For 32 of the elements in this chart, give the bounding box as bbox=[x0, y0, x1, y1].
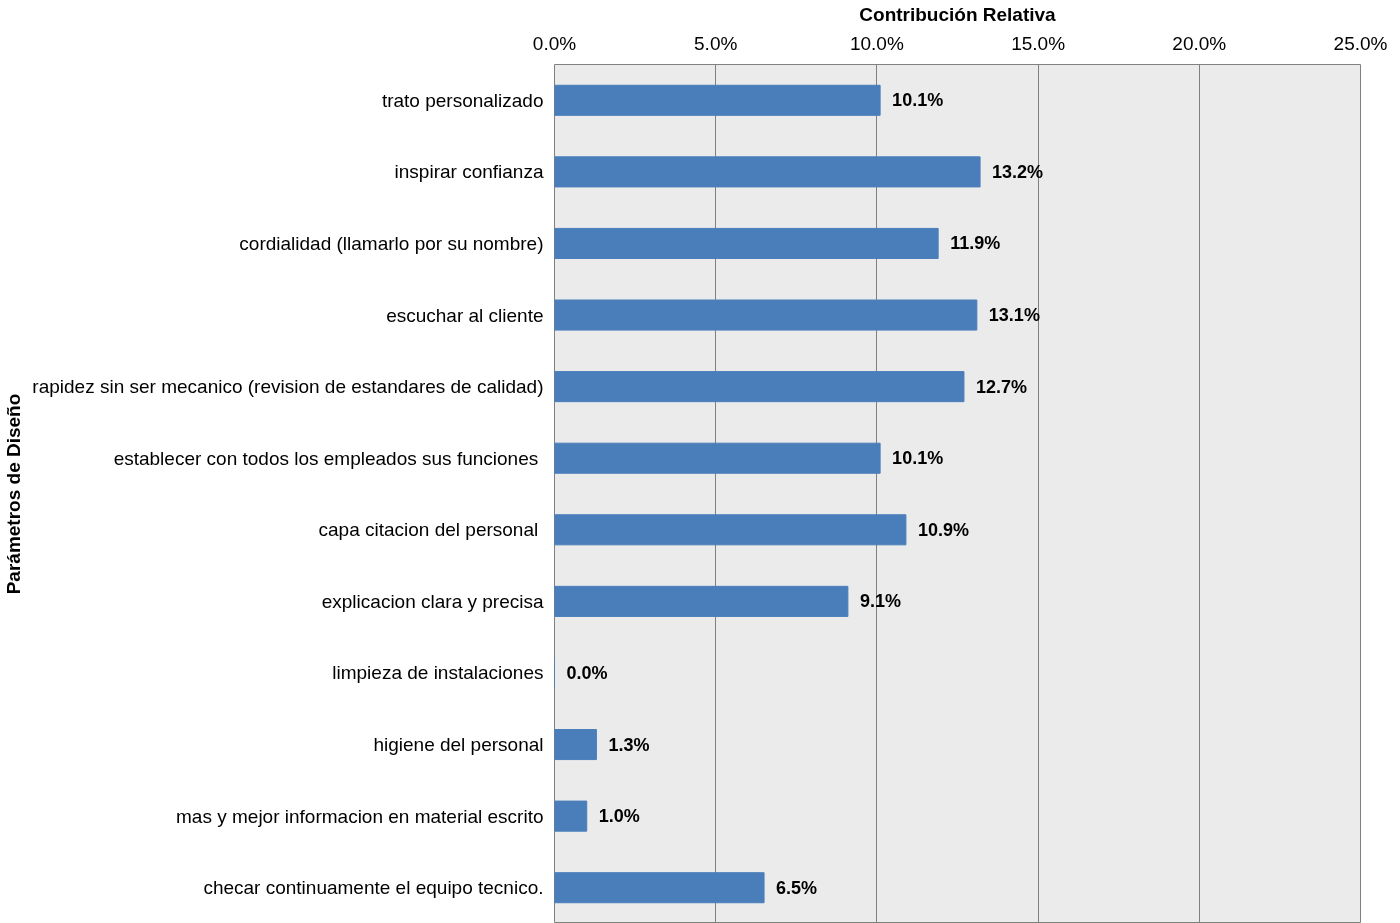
y-axis-title: Parámetros de Diseño bbox=[3, 393, 25, 595]
data-label: 9.1% bbox=[859, 591, 901, 612]
x-tick-label: 0.0% bbox=[532, 32, 577, 54]
x-tick-label: 10.0% bbox=[849, 32, 904, 54]
y-tick-label: checar continuamente el equipo tecnico. bbox=[203, 877, 544, 899]
y-tick-label: cordialidad (llamarlo por su nombre) bbox=[239, 232, 544, 254]
y-tick-label: capa citacion del personal bbox=[318, 519, 539, 541]
y-tick-label: limpieza de instalaciones bbox=[332, 662, 544, 684]
y-tick-label: escuchar al cliente bbox=[386, 304, 544, 326]
x-tick-label: 25.0% bbox=[1333, 32, 1388, 54]
y-tick-label: rapidez sin ser mecanico (revision de estandares de calidad) bbox=[32, 376, 544, 398]
x-tick-label: 20.0% bbox=[1172, 32, 1227, 54]
x-axis-title: Contribución Relativa bbox=[859, 3, 1057, 25]
data-label: 10.1% bbox=[892, 448, 944, 469]
y-tick-label: establecer con todos los empleados sus funciones bbox=[113, 447, 539, 469]
data-label: 10.9% bbox=[917, 519, 969, 540]
data-label: 0.0% bbox=[566, 662, 608, 683]
y-tick-label: mas y mejor informacion en material escrito bbox=[176, 805, 544, 827]
data-label: 1.0% bbox=[598, 806, 640, 827]
x-tick-label: 5.0% bbox=[694, 32, 738, 54]
data-label: 6.5% bbox=[776, 877, 818, 898]
data-label: 13.2% bbox=[992, 161, 1044, 182]
data-label: 13.1% bbox=[988, 305, 1040, 326]
y-tick-label: inspirar confianza bbox=[394, 161, 544, 183]
data-label: 11.9% bbox=[950, 233, 1001, 254]
data-label: 10.1% bbox=[892, 90, 944, 111]
data-label: 1.3% bbox=[608, 734, 650, 755]
y-tick-label: higiene del personal bbox=[373, 734, 544, 756]
x-tick-label: 15.0% bbox=[1011, 32, 1066, 54]
y-tick-label: trato personalizado bbox=[381, 89, 544, 111]
data-label: 12.7% bbox=[975, 376, 1027, 397]
y-tick-label: explicacion clara y precisa bbox=[321, 590, 544, 612]
